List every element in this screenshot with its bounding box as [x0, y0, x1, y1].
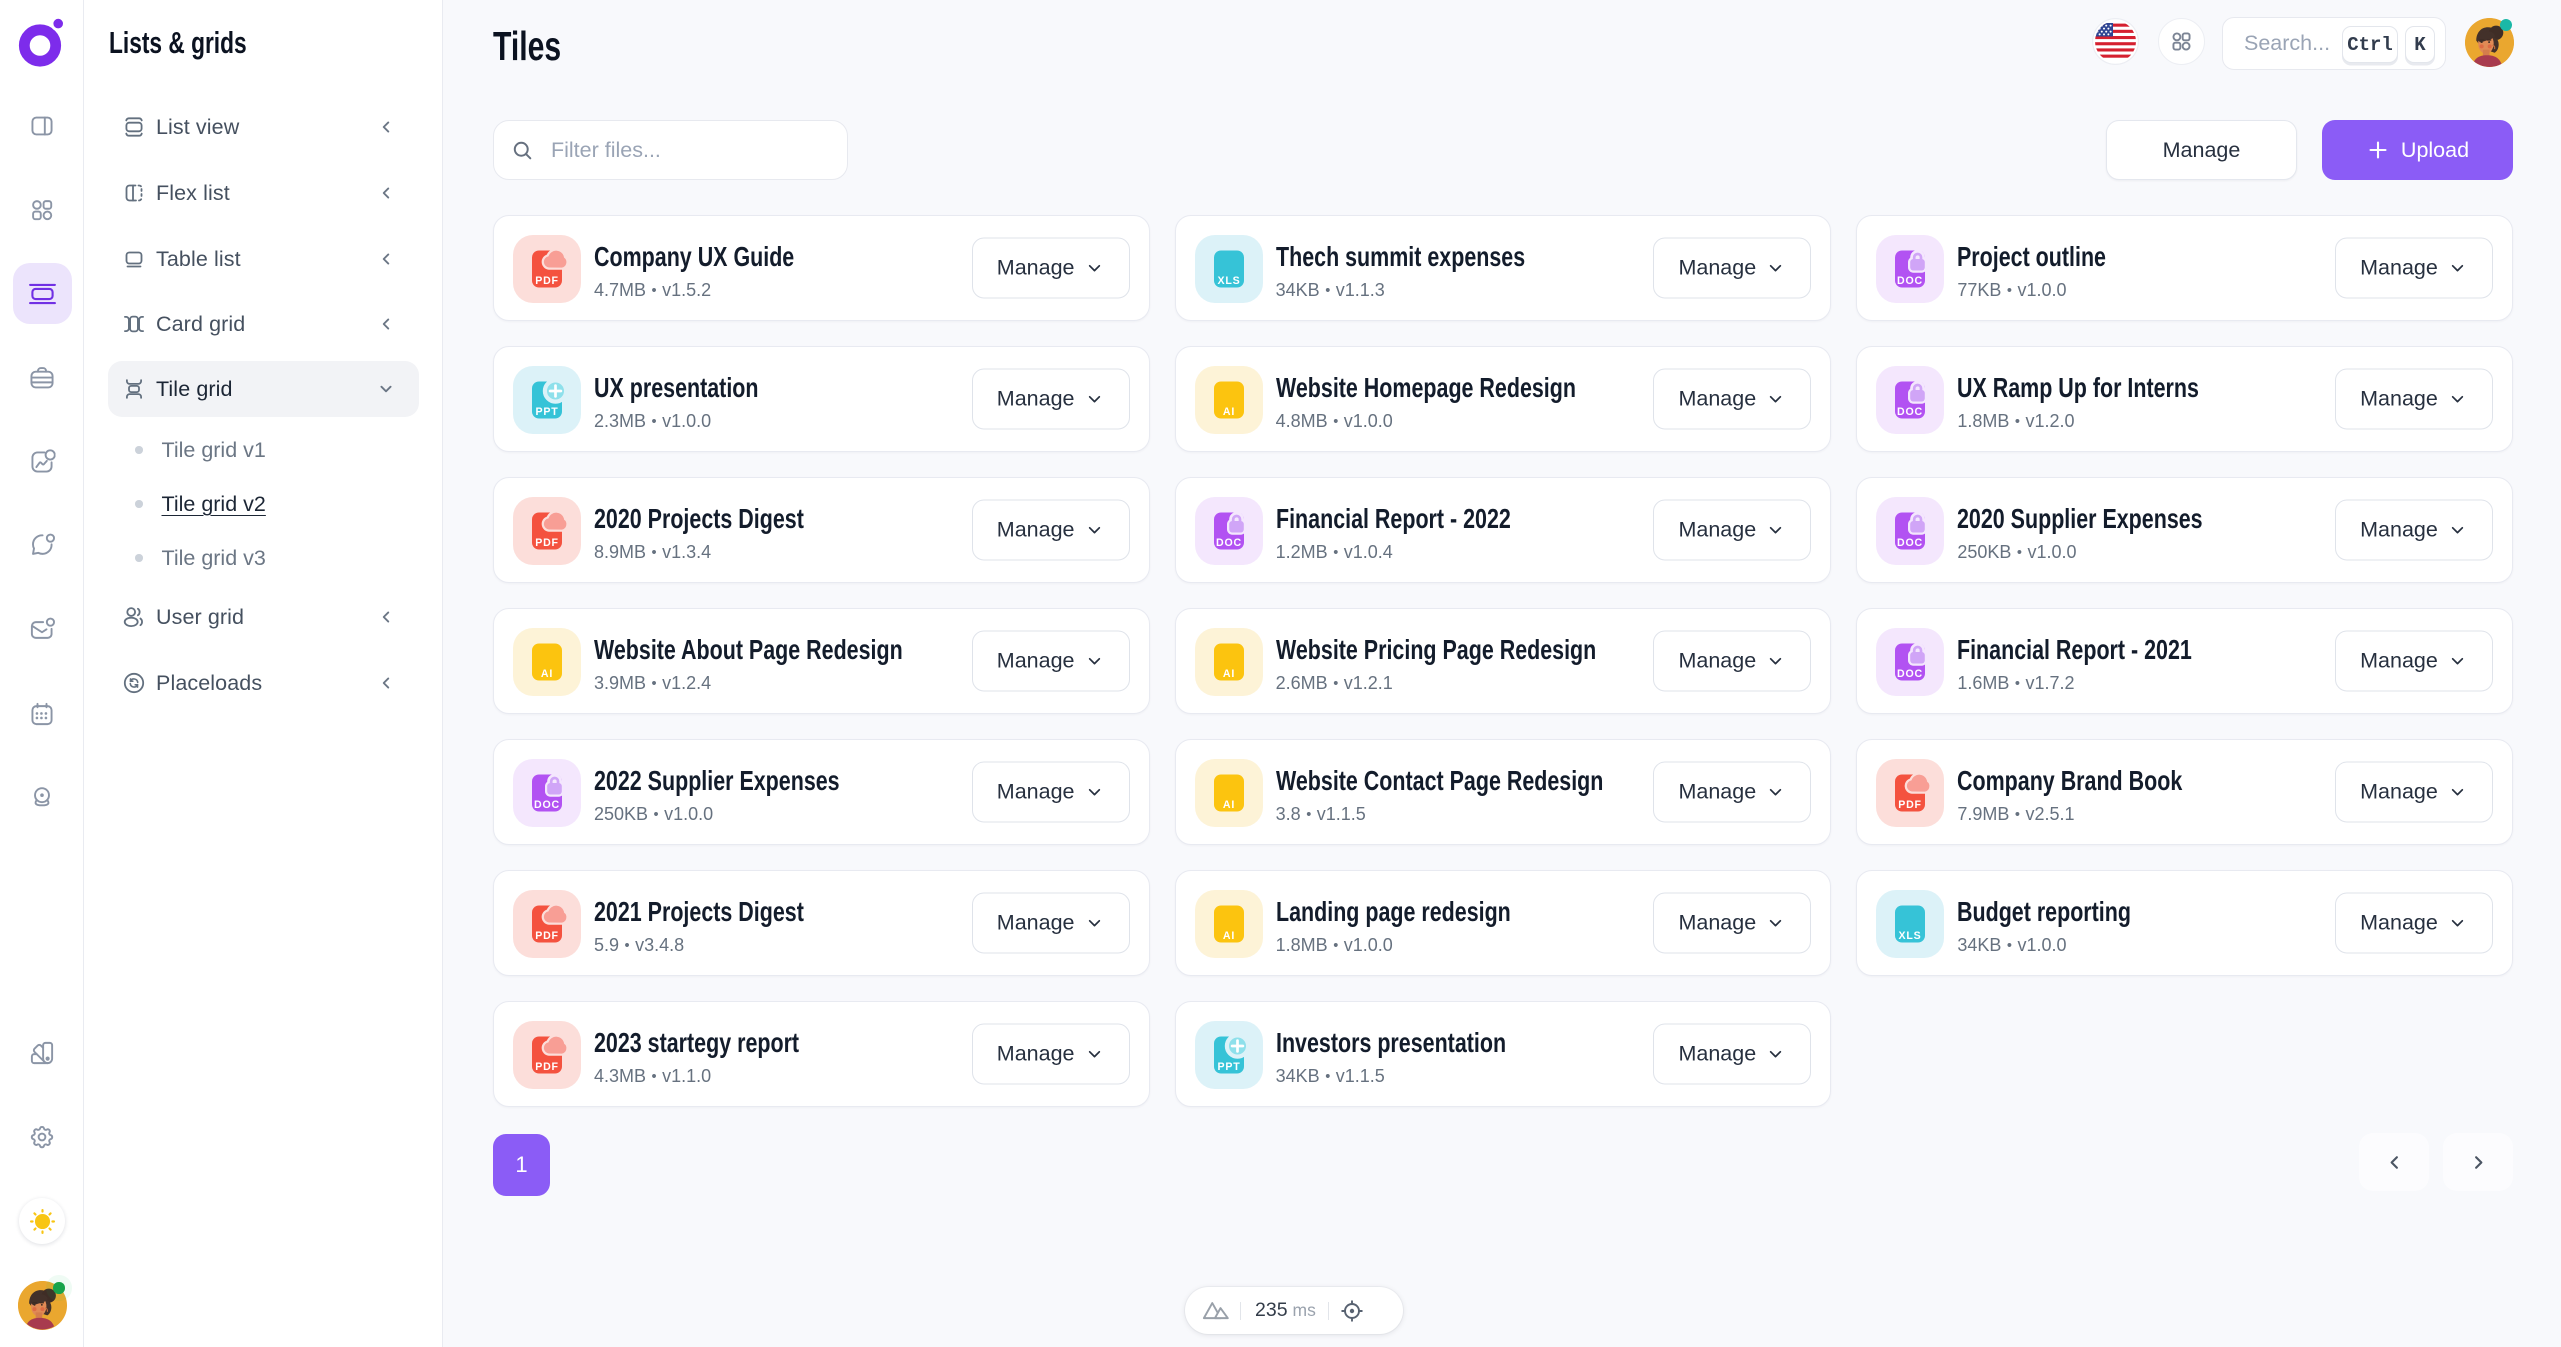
- svg-text:DOC: DOC: [1216, 537, 1242, 549]
- svg-text:AI: AI: [541, 668, 553, 680]
- svg-text:PPT: PPT: [535, 406, 558, 418]
- svg-text:PDF: PDF: [535, 1061, 559, 1073]
- svg-text:DOC: DOC: [1897, 406, 1923, 418]
- svg-text:DOC: DOC: [1897, 275, 1923, 287]
- svg-text:PDF: PDF: [535, 537, 559, 549]
- svg-text:PDF: PDF: [535, 930, 559, 942]
- svg-text:DOC: DOC: [1897, 537, 1923, 549]
- svg-text:DOC: DOC: [1897, 668, 1923, 680]
- svg-text:XLS: XLS: [1899, 930, 1922, 942]
- svg-text:PPT: PPT: [1217, 1061, 1240, 1073]
- svg-text:PDF: PDF: [535, 275, 559, 287]
- svg-text:DOC: DOC: [534, 799, 560, 811]
- svg-text:AI: AI: [1223, 668, 1235, 680]
- svg-text:PDF: PDF: [1899, 799, 1923, 811]
- svg-text:XLS: XLS: [1217, 275, 1240, 287]
- svg-text:AI: AI: [1223, 930, 1235, 942]
- svg-text:AI: AI: [1223, 799, 1235, 811]
- svg-text:AI: AI: [1223, 406, 1235, 418]
